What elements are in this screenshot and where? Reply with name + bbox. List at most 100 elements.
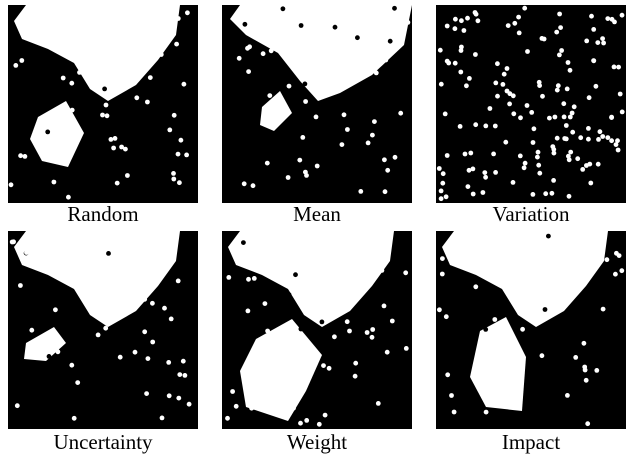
dot — [546, 288, 551, 293]
dot — [22, 196, 28, 202]
dot — [392, 5, 397, 11]
dot — [37, 327, 42, 332]
dot — [77, 303, 83, 309]
dot — [103, 37, 109, 43]
dot — [132, 349, 138, 355]
dot — [502, 387, 507, 393]
dot — [171, 176, 177, 182]
dot — [521, 289, 526, 295]
panel-background — [436, 5, 626, 203]
dot — [379, 268, 385, 273]
dot — [438, 188, 444, 194]
dot — [295, 85, 301, 91]
dot — [442, 346, 447, 351]
dot — [293, 272, 298, 278]
dot — [14, 403, 20, 409]
dot — [69, 150, 74, 155]
dot — [588, 180, 594, 186]
dot — [586, 136, 591, 142]
dot — [352, 373, 358, 379]
dot — [242, 21, 248, 27]
dot — [326, 365, 332, 371]
dot — [604, 257, 610, 263]
dot — [22, 83, 28, 89]
dot — [370, 132, 375, 138]
dot — [542, 307, 548, 312]
dot — [504, 66, 510, 71]
dot — [535, 367, 541, 372]
dot — [125, 182, 131, 188]
dot — [501, 71, 507, 77]
dot — [605, 16, 611, 21]
dot — [346, 387, 351, 392]
dot — [230, 389, 235, 394]
dot — [384, 27, 389, 33]
dot — [66, 194, 71, 200]
dot — [183, 239, 189, 244]
dot — [466, 167, 472, 173]
dot — [468, 150, 474, 156]
dot — [18, 283, 23, 288]
dot — [233, 403, 239, 409]
dot — [500, 309, 505, 314]
caption: Variation — [493, 202, 570, 226]
dot — [473, 122, 479, 128]
dot — [396, 140, 402, 145]
dot — [505, 23, 511, 28]
dot — [125, 33, 130, 39]
dot — [525, 49, 530, 54]
dot — [365, 140, 371, 146]
dot — [157, 29, 163, 34]
dot — [500, 82, 506, 87]
dot — [108, 137, 114, 142]
dot — [586, 95, 592, 101]
dot — [147, 75, 153, 80]
dot — [184, 152, 190, 158]
dot — [493, 170, 498, 175]
dot — [578, 135, 584, 141]
panel — [436, 231, 626, 429]
dot — [251, 373, 257, 379]
dot — [229, 31, 235, 37]
dot — [244, 125, 249, 131]
dot — [587, 249, 593, 255]
dot — [158, 52, 164, 57]
dot — [595, 40, 601, 45]
dot — [314, 163, 320, 169]
dot — [511, 111, 517, 117]
dot — [40, 277, 45, 283]
panel — [8, 5, 198, 203]
dot — [619, 109, 625, 115]
dot — [551, 150, 557, 156]
dot — [10, 53, 16, 59]
dot — [559, 370, 564, 376]
dot — [332, 24, 338, 30]
dot — [546, 353, 551, 359]
dot — [568, 149, 574, 155]
dot — [171, 171, 176, 176]
dot — [539, 36, 545, 41]
dot — [107, 255, 113, 261]
dot — [615, 147, 621, 153]
dot — [555, 83, 561, 89]
dot — [440, 256, 445, 261]
dot — [11, 339, 17, 344]
dot — [444, 58, 450, 64]
dot — [168, 316, 174, 322]
dot — [102, 86, 107, 92]
dot — [8, 124, 14, 129]
dot — [575, 156, 581, 162]
dot — [549, 190, 555, 196]
dot — [529, 110, 535, 115]
dot — [135, 177, 140, 182]
dot — [163, 299, 169, 305]
caption: Mean — [293, 202, 341, 226]
dot — [449, 393, 454, 398]
dot — [594, 326, 600, 332]
dot — [54, 145, 60, 151]
dot — [539, 353, 545, 359]
dot — [106, 251, 111, 256]
dot — [517, 153, 523, 159]
dot — [383, 57, 389, 63]
dot — [162, 305, 167, 311]
